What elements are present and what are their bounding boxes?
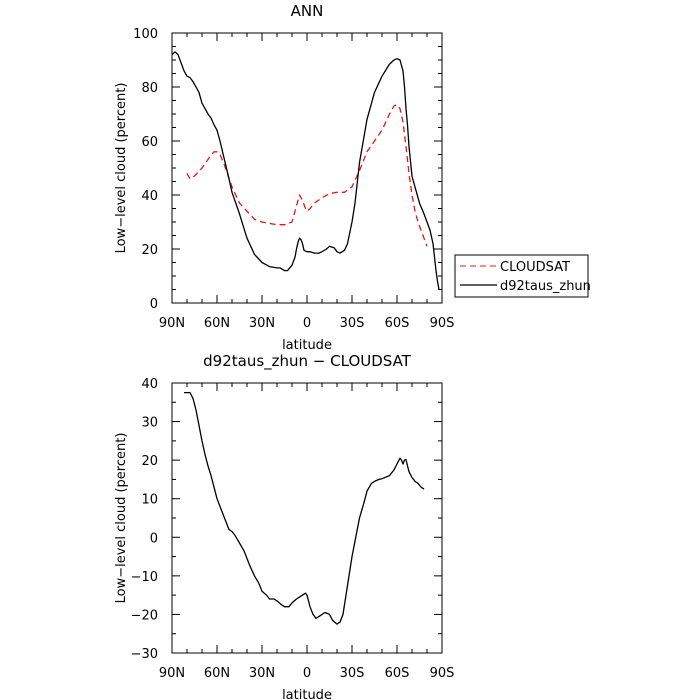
series-line-d92taus-zhun: [171, 51, 440, 290]
plot-frame: [171, 382, 443, 654]
legend-label-d92taus-zhun: d92taus_zhun: [500, 279, 591, 294]
chart-difference: d92taus_zhun − CLOUDSAT latitude Low−level…: [114, 352, 454, 700]
x-tick-label: 90N: [159, 316, 185, 331]
y-tick-label: −10: [131, 570, 158, 585]
y-axis-label: Low−level cloud (percent): [114, 83, 129, 254]
y-tick-label: 80: [141, 81, 158, 96]
plot-frame: [171, 32, 443, 304]
x-tick-label: 30N: [249, 666, 275, 681]
y-tick-label: −20: [131, 608, 158, 623]
y-tick-label: 40: [141, 377, 158, 392]
x-tick-label: 60N: [204, 316, 230, 331]
x-tick-label: 90S: [430, 316, 455, 331]
x-axis-label: latitude: [282, 688, 332, 700]
legend-label-cloudsat: CLOUDSAT: [500, 260, 570, 275]
y-tick-label: 40: [141, 189, 158, 204]
y-axis-label: Low−level cloud (percent): [114, 433, 129, 604]
series-line-cloudsat: [186, 103, 428, 247]
x-tick-label: 60S: [385, 316, 410, 331]
x-tick-label: 0: [303, 316, 311, 331]
chart-title: ANN: [291, 2, 324, 20]
x-tick-label: 90S: [430, 666, 455, 681]
y-tick-label: 0: [150, 531, 158, 546]
x-tick-label: 30S: [340, 666, 365, 681]
chart-ann: ANN latitude Low−level cloud (percent) 90N 6…: [114, 2, 454, 353]
y-tick-label: −30: [131, 647, 158, 662]
legend-box: [454, 254, 589, 298]
y-tick-label: 20: [141, 454, 158, 469]
y-tick-label: 20: [141, 243, 158, 258]
x-tick-label: 30S: [340, 316, 365, 331]
y-tick-label: 100: [133, 27, 158, 42]
x-axis-label: latitude: [282, 338, 332, 353]
x-tick-label: 90N: [159, 666, 185, 681]
legend: CLOUDSAT d92taus_zhun: [454, 254, 591, 298]
y-tick-label: 0: [150, 297, 158, 312]
x-tick-label: 0: [303, 666, 311, 681]
x-tick-label: 60N: [204, 666, 230, 681]
x-tick-label: 30N: [249, 316, 275, 331]
x-tick-label: 60S: [385, 666, 410, 681]
y-tick-label: 10: [141, 493, 158, 508]
y-tick-label: 60: [141, 135, 158, 150]
y-tick-label: 30: [141, 416, 158, 431]
series-line-difference: [184, 391, 425, 625]
chart-title: d92taus_zhun − CLOUDSAT: [203, 352, 412, 371]
